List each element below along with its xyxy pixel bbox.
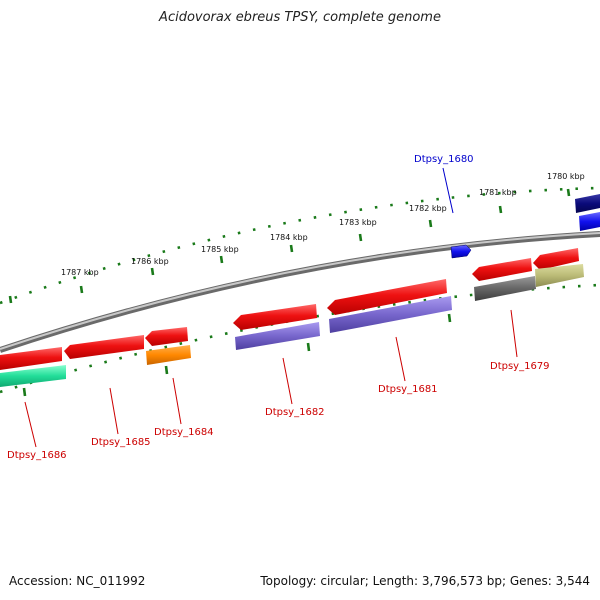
leader-line [172,377,182,425]
major-tick [306,342,311,352]
gene-dtpsy_1679[interactable] [472,258,532,281]
gene-dtpsy_1685[interactable] [64,335,144,359]
major-tick [566,188,571,197]
leader-line [395,336,406,382]
gene-dtpsy_1682[interactable] [233,304,317,330]
major-tick [498,205,503,214]
kbp-label: 1783 kbp [339,218,377,227]
gene-label-dtpsy_1684: Dtpsy_1684 [154,427,214,438]
page-title: Acidovorax ebreus TPSY, complete genome [159,10,441,25]
gene-navy[interactable] [575,194,600,213]
gene-label-dtpsy_1679: Dtpsy_1679 [490,361,550,372]
kbp-label: 1781 kbp [479,188,517,197]
gene-blue-right[interactable] [579,212,600,231]
kbp-label: 1780 kbp [547,172,585,181]
kbp-label: 1784 kbp [270,233,308,242]
accession-label: Accession: NC_011992 [9,574,146,588]
cog-green [0,365,66,387]
gene-red-right[interactable] [533,248,579,270]
major-tick [289,244,294,253]
cog-purple-1681 [329,296,452,333]
gene-dtpsy_1681[interactable] [327,279,447,315]
kbp-label: 1782 kbp [409,204,447,213]
leader-line [109,387,119,435]
kbp-scale-ring [0,186,600,305]
cog-gray [474,276,536,301]
kbp-label: 1786 kbp [131,257,169,266]
leader-line [442,167,454,214]
gene-dtpsy_1684[interactable] [145,327,188,346]
gene-label-dtpsy_1681: Dtpsy_1681 [378,384,438,395]
major-tick [22,387,27,397]
genome-summary: Topology: circular; Length: 3,796,573 bp… [260,574,590,588]
major-tick [8,295,13,304]
major-tick [428,219,433,228]
leader-line [510,309,518,358]
leader-line [24,401,37,448]
cog-orange [146,345,191,365]
major-tick [447,313,452,323]
gene-dtpsy_1680[interactable] [450,244,472,259]
kbp-label: 1785 kbp [201,245,239,254]
inner-tick-ring [0,283,600,397]
gene-label-dtpsy_1682: Dtpsy_1682 [265,407,325,418]
kbp-label: 1787 kbp [61,268,99,277]
gene-label-dtpsy_1686: Dtpsy_1686 [7,450,67,461]
gene-label-dtpsy_1680: Dtpsy_1680 [414,154,474,165]
cog-khaki [535,264,584,287]
major-tick [150,267,155,276]
major-tick [164,365,169,375]
gene-label-dtpsy_1685: Dtpsy_1685 [91,437,151,448]
cog-purple-1682 [235,322,320,350]
major-tick [79,285,84,294]
leader-line [282,357,293,405]
major-tick [219,255,224,264]
major-tick [358,233,363,242]
gene-dtpsy_1686[interactable] [0,347,62,370]
